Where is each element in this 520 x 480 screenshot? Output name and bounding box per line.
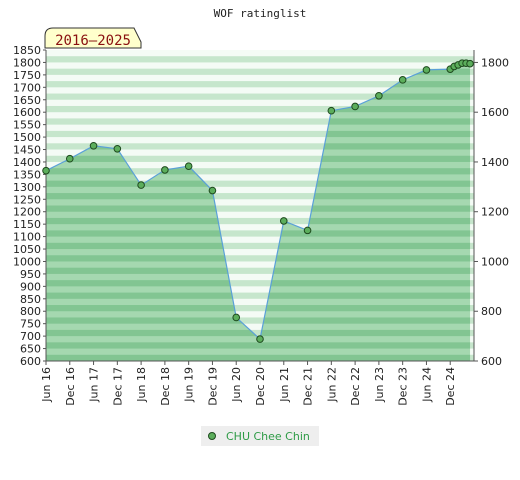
y-right-tick-label: 1200 bbox=[481, 206, 509, 219]
y-left-tick-label: 1800 bbox=[13, 56, 41, 69]
data-point bbox=[327, 106, 336, 115]
data-point bbox=[161, 166, 169, 174]
data-point bbox=[303, 226, 312, 235]
y-left-tick-label: 850 bbox=[20, 293, 41, 306]
y-left-tick-label: 1850 bbox=[13, 44, 41, 57]
y-left-tick-label: 950 bbox=[20, 268, 41, 281]
y-axis-left: 6006507007508008509009501000105011001150… bbox=[13, 44, 46, 368]
y-left-tick-label: 1100 bbox=[13, 231, 41, 244]
y-right-tick-label: 1000 bbox=[481, 255, 509, 268]
y-right-tick-label: 1800 bbox=[481, 56, 509, 69]
y-left-tick-label: 1000 bbox=[13, 255, 41, 268]
y-left-tick-label: 700 bbox=[20, 330, 41, 343]
y-left-tick-label: 1250 bbox=[13, 193, 41, 206]
x-tick-label: Jun 17 bbox=[88, 367, 101, 403]
y-left-tick-label: 1350 bbox=[13, 168, 41, 181]
x-tick-label: Dec 22 bbox=[349, 367, 362, 406]
data-point bbox=[184, 162, 193, 170]
y-left-tick-label: 1550 bbox=[13, 119, 41, 132]
y-left-tick-label: 900 bbox=[20, 280, 41, 293]
y-right-tick-label: 600 bbox=[481, 355, 502, 368]
x-tick-label: Jun 19 bbox=[183, 367, 196, 403]
y-left-tick-label: 1450 bbox=[13, 144, 41, 157]
y-left-tick-label: 1200 bbox=[13, 206, 41, 219]
y-left-tick-label: 1750 bbox=[13, 69, 41, 82]
x-tick-label: Dec 16 bbox=[64, 367, 77, 406]
chart-title: WOF ratinglist bbox=[214, 7, 307, 20]
y-right-tick-label: 1400 bbox=[481, 156, 509, 169]
y-left-tick-label: 800 bbox=[20, 305, 41, 318]
y-left-tick-label: 600 bbox=[20, 355, 41, 368]
x-tick-label: Jun 22 bbox=[325, 367, 338, 403]
y-left-tick-label: 1300 bbox=[13, 181, 41, 194]
data-point bbox=[375, 91, 383, 100]
x-tick-label: Dec 23 bbox=[397, 367, 410, 406]
data-point bbox=[113, 144, 122, 153]
y-left-tick-label: 1150 bbox=[13, 218, 41, 231]
data-point bbox=[351, 102, 359, 111]
x-tick-label: Jun 23 bbox=[373, 367, 386, 403]
y-left-tick-label: 1500 bbox=[13, 131, 41, 144]
x-tick-label: Jun 21 bbox=[278, 367, 291, 403]
x-tick-label: Dec 19 bbox=[206, 367, 219, 406]
legend-marker-icon bbox=[208, 432, 216, 440]
y-left-tick-label: 1650 bbox=[13, 94, 41, 107]
data-point bbox=[256, 335, 264, 343]
y-right-tick-label: 1600 bbox=[481, 106, 509, 119]
data-point bbox=[208, 186, 217, 195]
x-tick-label: Dec 18 bbox=[159, 367, 172, 406]
data-point bbox=[89, 141, 98, 150]
x-tick-label: Dec 17 bbox=[111, 367, 124, 406]
period-badge-text: 2016–2025 bbox=[55, 33, 131, 49]
legend-series-label: CHU Chee Chin bbox=[226, 430, 310, 443]
data-point bbox=[466, 59, 474, 68]
data-point bbox=[42, 166, 50, 175]
period-badge: 2016–2025 bbox=[44, 27, 142, 49]
y-axis-right: 600 800 1000 1200 1400 1600 1800 bbox=[474, 56, 509, 368]
y-right-tick-label: 800 bbox=[481, 305, 502, 318]
y-left-tick-label: 1050 bbox=[13, 243, 41, 256]
x-tick-label: Jun 16 bbox=[40, 367, 53, 403]
data-point bbox=[279, 217, 288, 225]
x-tick-label: Jun 24 bbox=[420, 367, 433, 403]
series-markers bbox=[42, 59, 474, 343]
legend: CHU Chee Chin bbox=[201, 426, 319, 446]
x-tick-label: Dec 24 bbox=[444, 367, 457, 406]
x-axis: Jun 16 Dec 16 Jun 17 Dec 17 Jun 18 Dec 18 Jun … bbox=[40, 361, 457, 406]
x-tick-label: Dec 20 bbox=[254, 367, 267, 406]
data-point bbox=[65, 154, 74, 163]
x-tick-label: Jun 20 bbox=[230, 367, 243, 403]
y-left-tick-label: 750 bbox=[20, 318, 41, 331]
y-left-tick-label: 1600 bbox=[13, 106, 41, 119]
x-tick-label: Jun 18 bbox=[135, 367, 148, 403]
x-tick-label: Dec 21 bbox=[302, 367, 315, 406]
data-point bbox=[422, 66, 431, 74]
y-left-tick-label: 1700 bbox=[13, 81, 41, 94]
data-point bbox=[398, 76, 407, 84]
y-left-tick-label: 1400 bbox=[13, 156, 41, 169]
y-left-tick-label: 650 bbox=[20, 343, 41, 356]
data-point bbox=[137, 181, 145, 189]
data-point bbox=[232, 313, 241, 322]
